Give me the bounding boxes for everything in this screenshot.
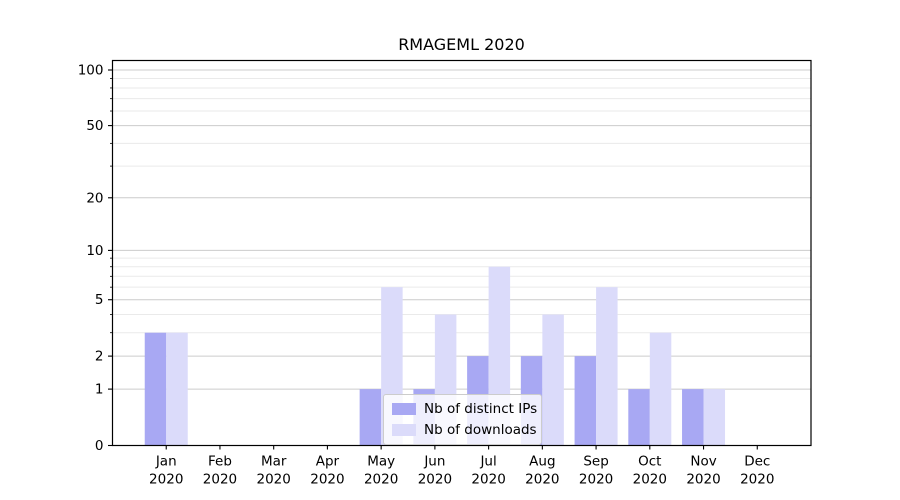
x-tick-label-month-dec: Dec <box>744 454 770 470</box>
x-tick-label-year-jul: 2020 <box>471 472 505 488</box>
legend-swatch-distinct-ips <box>392 403 416 415</box>
legend-row-downloads: Nb of downloads <box>392 422 537 438</box>
x-tick-label-month-may: May <box>367 454 395 470</box>
legend-row-distinct-ips: Nb of distinct IPs <box>392 401 537 417</box>
x-tick-label-year-jun: 2020 <box>418 472 452 488</box>
y-tick-label-0: 0 <box>95 438 104 454</box>
x-tick-label-year-dec: 2020 <box>740 472 774 488</box>
bar-distinct-ips-nov <box>682 389 704 446</box>
x-tick-label-year-aug: 2020 <box>525 472 559 488</box>
bar-distinct-ips-jan <box>144 332 167 446</box>
x-tick-label-month-sep: Sep <box>583 454 608 470</box>
bar-downloads-sep <box>596 287 618 446</box>
bar-distinct-ips-oct <box>628 389 650 446</box>
x-tick-label-year-mar: 2020 <box>257 472 291 488</box>
x-tick-label-year-feb: 2020 <box>203 472 237 488</box>
y-tick-label-50: 50 <box>86 118 103 134</box>
x-tick-label-month-oct: Oct <box>638 454 661 470</box>
chart-title: RMAGEML 2020 <box>398 35 525 54</box>
x-tick-label-year-jan: 2020 <box>149 472 183 488</box>
x-tick-label-year-sep: 2020 <box>579 472 613 488</box>
bar-downloads-aug <box>542 314 564 446</box>
y-tick-label-5: 5 <box>95 292 104 308</box>
bar-downloads-nov <box>703 389 726 446</box>
bar-downloads-jan <box>166 332 188 446</box>
x-tick-label-year-oct: 2020 <box>633 472 667 488</box>
bar-distinct-ips-may <box>359 389 382 446</box>
bar-downloads-oct <box>649 332 672 446</box>
x-tick-label-month-aug: Aug <box>529 454 555 470</box>
legend-swatch-downloads <box>392 424 416 436</box>
x-tick-label-year-may: 2020 <box>364 472 398 488</box>
x-tick-label-year-apr: 2020 <box>310 472 344 488</box>
y-tick-label-20: 20 <box>86 190 103 206</box>
x-tick-label-month-jan: Jan <box>155 454 177 470</box>
legend: Nb of distinct IPs Nb of downloads <box>383 394 542 445</box>
x-tick-label-year-nov: 2020 <box>686 472 720 488</box>
y-tick-label-100: 100 <box>78 63 104 79</box>
x-tick-label-month-jun: Jun <box>423 454 445 470</box>
y-tick-label-10: 10 <box>86 243 103 259</box>
y-tick-label-2: 2 <box>95 349 104 365</box>
x-tick-label-month-mar: Mar <box>261 454 287 470</box>
y-tick-label-1: 1 <box>95 382 104 398</box>
bar-distinct-ips-sep <box>574 356 597 446</box>
x-tick-label-month-jul: Jul <box>479 454 496 470</box>
x-tick-label-month-apr: Apr <box>316 454 340 470</box>
plot-border <box>111 59 812 447</box>
legend-label-distinct-ips: Nb of distinct IPs <box>424 401 538 417</box>
x-tick-label-month-feb: Feb <box>208 454 232 470</box>
x-tick-label-month-nov: Nov <box>690 454 716 470</box>
legend-label-downloads: Nb of downloads <box>424 422 537 438</box>
